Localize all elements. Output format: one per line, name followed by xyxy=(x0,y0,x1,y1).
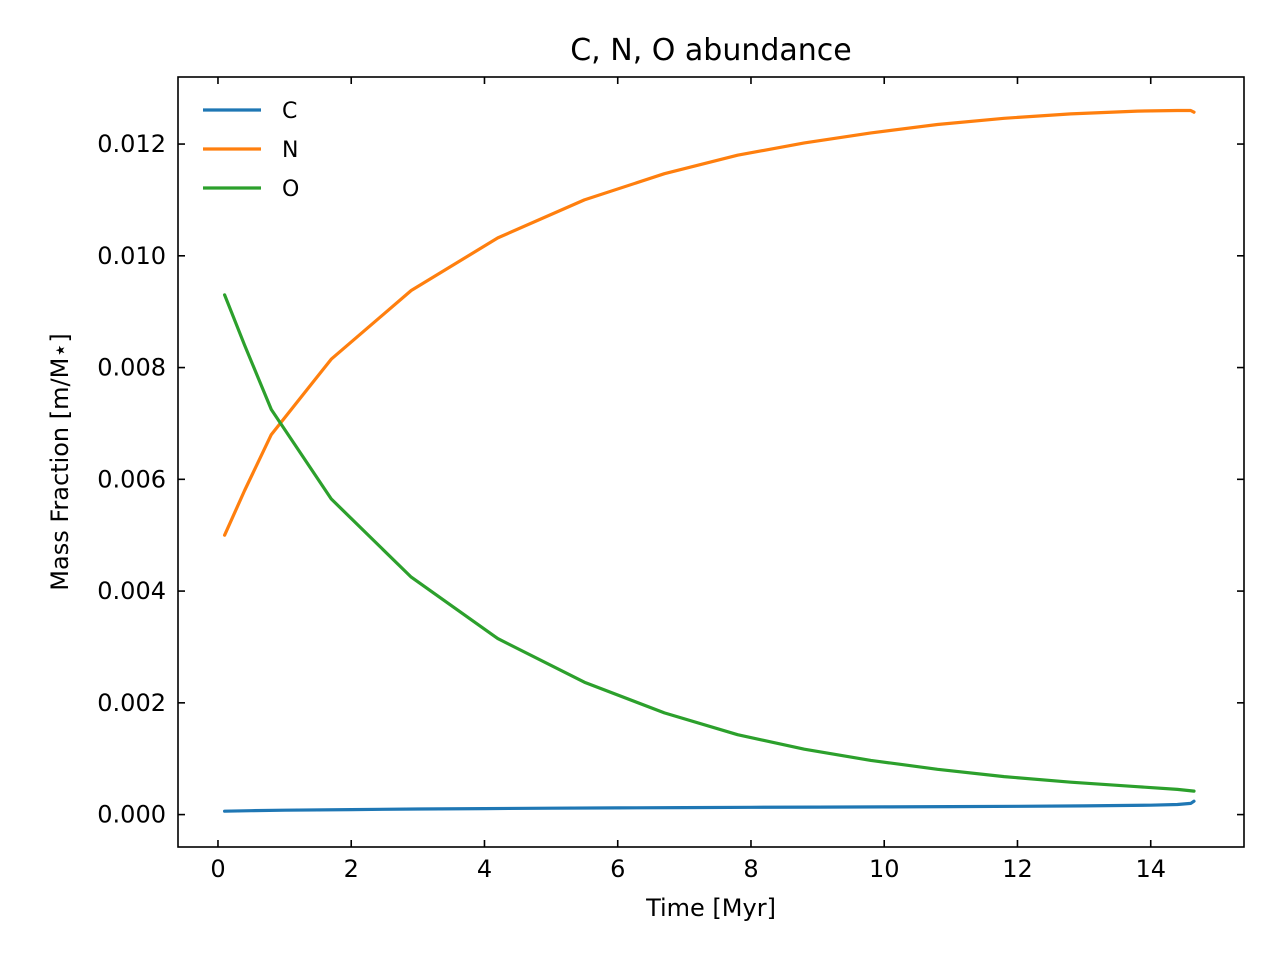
chart-title: C, N, O abundance xyxy=(570,33,852,68)
y-tick-label: 0.000 xyxy=(97,801,166,829)
series-layer xyxy=(223,108,1196,813)
y-tick-label: 0.006 xyxy=(97,465,166,493)
y-tick-label: 0.008 xyxy=(97,354,166,382)
y-tick-label: 0.010 xyxy=(97,242,166,270)
y-axis-label: Mass Fraction [m/M⋆] xyxy=(46,333,74,590)
x-tick-label: 6 xyxy=(610,855,625,883)
x-tick-label: 14 xyxy=(1135,855,1166,883)
legend-label-c: C xyxy=(282,99,297,124)
x-tick-label: 12 xyxy=(1002,855,1033,883)
x-tick-label: 8 xyxy=(743,855,758,883)
x-tick-label: 10 xyxy=(869,855,900,883)
legend-label-o: O xyxy=(282,177,299,202)
x-tick-label: 4 xyxy=(477,855,492,883)
x-tick-label: 0 xyxy=(210,855,225,883)
x-tick-label: 2 xyxy=(344,855,359,883)
series-line-n xyxy=(223,108,1196,537)
series-line-o xyxy=(223,293,1196,793)
x-axis: 0 2 4 6 8 10 12 14 xyxy=(210,77,1166,883)
y-tick-label: 0.012 xyxy=(97,130,166,158)
y-tick-label: 0.002 xyxy=(97,689,166,717)
legend-label-n: N xyxy=(282,138,298,163)
x-axis-label: Time [Myr] xyxy=(645,894,776,922)
y-axis: 0.000 0.002 0.004 0.006 0.008 0.010 0.012 xyxy=(97,130,1244,829)
plot-frame xyxy=(177,76,1245,848)
legend: CNO xyxy=(203,99,299,202)
y-tick-label: 0.004 xyxy=(97,577,166,605)
series-line-c xyxy=(223,799,1196,813)
